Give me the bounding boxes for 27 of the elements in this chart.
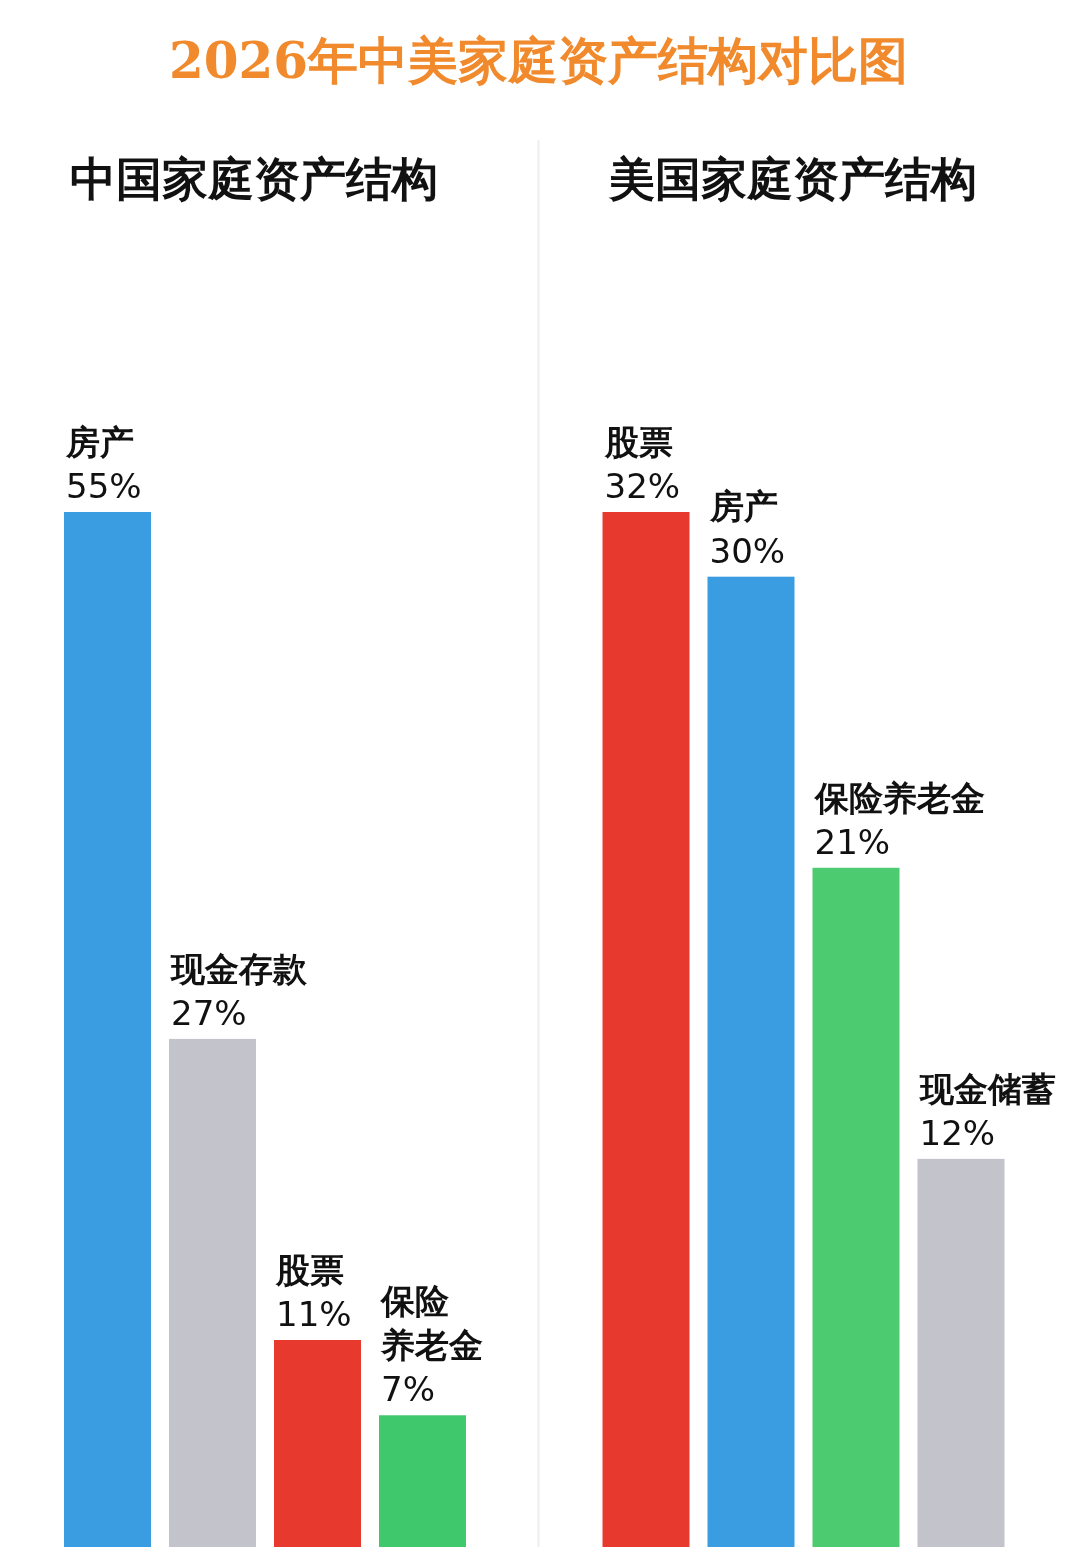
bar <box>707 576 795 1547</box>
chart-title: 2026年中美家庭资产结构对比图 <box>168 31 909 90</box>
bar <box>64 512 151 1547</box>
x-tick-label: 房产 <box>708 486 778 527</box>
data-label: 11% <box>276 1294 352 1334</box>
data-label: 12% <box>919 1112 996 1153</box>
bar <box>379 1415 466 1547</box>
x-tick-label: 现金存款 <box>169 948 308 989</box>
data-label: 21% <box>814 821 891 862</box>
chart-subtitle: 中国家庭资产结构 <box>70 152 438 206</box>
data-label: 32% <box>604 466 681 506</box>
bar <box>169 1038 256 1547</box>
data-label: 55% <box>66 466 142 506</box>
x-tick-label: 保险养老金 <box>812 777 985 818</box>
x-tick-label: 股票 <box>275 1249 344 1290</box>
x-tick-label: 房产 <box>65 421 134 462</box>
data-label: 30% <box>709 530 786 571</box>
data-label: 27% <box>171 992 247 1033</box>
bar <box>602 512 690 1547</box>
bar <box>917 1158 1005 1547</box>
data-label: 7% <box>381 1369 435 1410</box>
x-tick-label: 现金储蓄 <box>917 1068 1056 1109</box>
x-tick-label: 保险养老金 <box>379 1280 483 1366</box>
x-tick-label: 股票 <box>603 421 673 462</box>
bar <box>274 1340 361 1547</box>
bar <box>812 867 900 1547</box>
chart-subtitle: 美国家庭资产结构 <box>607 152 977 206</box>
